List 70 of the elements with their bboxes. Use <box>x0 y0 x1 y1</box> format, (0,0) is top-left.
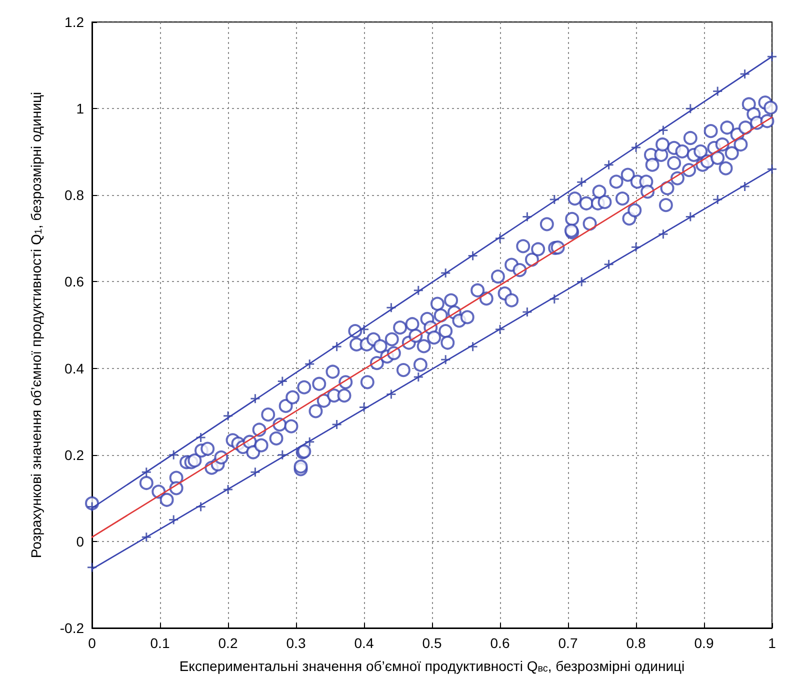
point <box>685 103 696 114</box>
x-tick-label: 1 <box>768 635 776 651</box>
point <box>304 436 315 448</box>
y-tick-label: 1 <box>76 100 84 117</box>
point <box>304 358 315 370</box>
x-tick-label: 0.1 <box>150 635 170 651</box>
point <box>440 354 451 365</box>
x-tick-label: 0.5 <box>422 635 442 651</box>
point <box>549 294 560 304</box>
point <box>712 194 723 205</box>
point <box>685 212 696 222</box>
point <box>766 51 778 62</box>
point <box>386 302 396 313</box>
point <box>604 160 614 170</box>
point <box>332 341 342 352</box>
x-tick-label: 0.9 <box>694 635 714 651</box>
point <box>250 466 260 478</box>
point <box>658 228 668 240</box>
point <box>576 276 587 287</box>
x-tick-label: 0.3 <box>286 635 306 651</box>
point <box>740 68 750 80</box>
y-tick-label: 0 <box>76 533 84 550</box>
point <box>712 86 723 97</box>
point <box>386 389 396 400</box>
point <box>658 124 668 136</box>
y-tick-label: 0.2 <box>64 446 84 463</box>
x-tick-label: 0.7 <box>558 635 578 651</box>
point <box>604 259 614 270</box>
x-axis-title: Експериментальні значення об’ємної продуктивності Qвс, безрозмірні одиниці <box>179 658 685 674</box>
point <box>168 450 179 460</box>
x-tick-label: 0 <box>88 635 96 651</box>
point <box>413 285 424 296</box>
point <box>196 502 206 512</box>
x-tick-label: 0.8 <box>626 635 646 651</box>
point <box>522 306 532 318</box>
point <box>196 432 206 443</box>
point <box>468 341 478 352</box>
point <box>630 242 642 252</box>
point <box>576 176 587 188</box>
point <box>494 324 506 335</box>
point <box>468 250 478 261</box>
x-tick-label: 0.4 <box>354 635 374 651</box>
point <box>141 466 152 478</box>
y-axis-title: Розрахункові значення об’ємної продуктивності Q1, безрозмірні одиниці <box>28 92 44 558</box>
point <box>413 372 424 382</box>
y-tick-label: 0.6 <box>64 274 84 290</box>
point <box>766 164 778 174</box>
point <box>358 324 370 335</box>
point <box>440 268 451 278</box>
point <box>494 233 506 244</box>
point <box>277 376 288 387</box>
y-tick-label: 0.8 <box>64 187 84 204</box>
y-tick-label: 0.4 <box>64 360 84 376</box>
x-tick-label: 0.6 <box>490 635 510 651</box>
point <box>358 402 370 412</box>
point <box>549 194 560 205</box>
point <box>168 514 179 526</box>
point <box>222 484 234 495</box>
point <box>86 562 98 573</box>
point <box>222 410 234 422</box>
point <box>277 450 288 460</box>
x-tick-label: 0.2 <box>218 635 238 651</box>
point <box>141 532 152 542</box>
point <box>630 142 642 153</box>
point <box>740 181 750 192</box>
point <box>250 393 260 404</box>
point <box>332 419 342 430</box>
point <box>522 212 532 222</box>
y-tick-label: 1.2 <box>64 14 84 30</box>
y-tick-label: -0.2 <box>60 620 84 636</box>
